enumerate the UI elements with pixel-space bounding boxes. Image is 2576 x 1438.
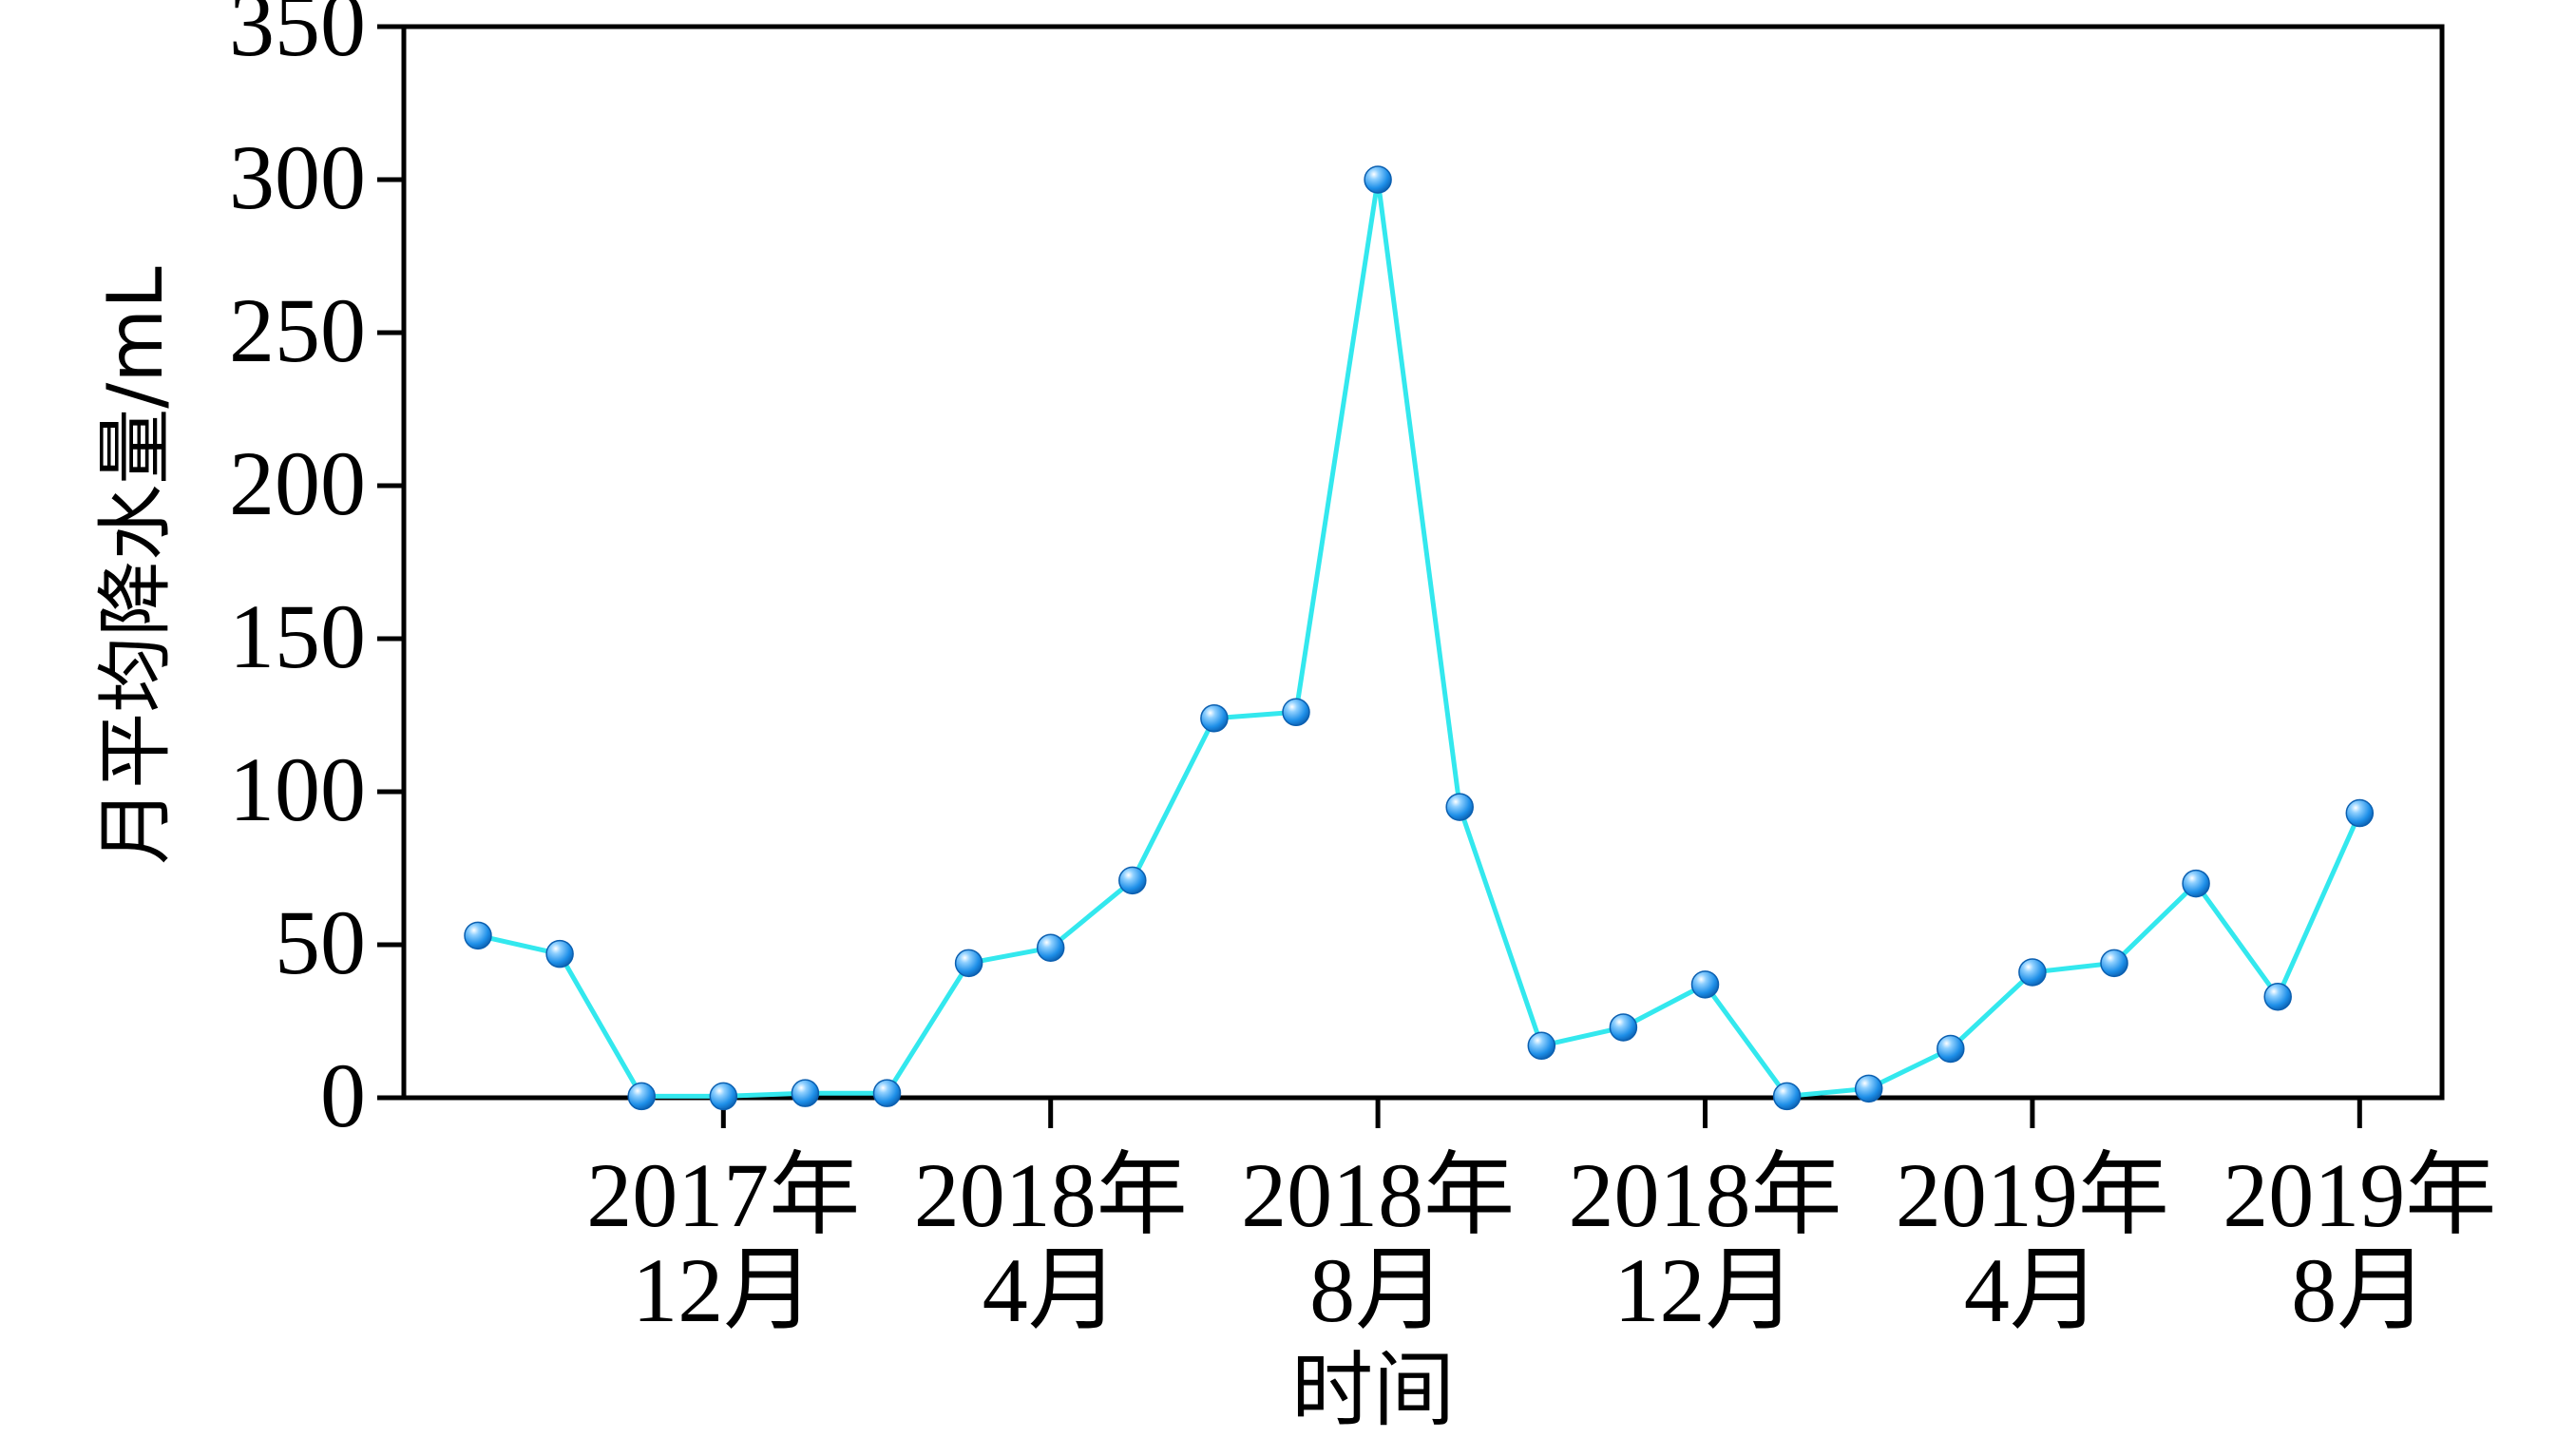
plot-frame [401, 24, 2445, 1101]
y-tick-label: 0 [320, 1045, 366, 1146]
data-point [1527, 1031, 1556, 1061]
y-tick-label: 50 [275, 892, 366, 993]
data-point [791, 1079, 820, 1107]
data-point [872, 1079, 902, 1107]
data-point [545, 939, 574, 968]
data-point [2263, 982, 2292, 1011]
series-line [477, 177, 2362, 1099]
data-point [1036, 933, 1065, 962]
data-point [1282, 698, 1310, 727]
x-tick-label-year: 2018年 [914, 1144, 1188, 1246]
data-point [1690, 970, 1720, 999]
data-point [954, 949, 983, 978]
y-tick-label: 150 [229, 585, 366, 687]
x-tick-label-month: 8月 [2291, 1239, 2428, 1341]
x-tick-label-month: 4月 [983, 1239, 1119, 1341]
data-point [1364, 165, 1392, 194]
x-tick-label-year: 2019年 [2223, 1144, 2496, 1246]
y-tick-label: 300 [229, 126, 366, 228]
x-tick-label-year: 2019年 [1896, 1144, 2169, 1246]
y-axis-title: 月平均降水量/mL [91, 266, 180, 865]
y-axis-ticks: 0 50 100 150 200 250 300 350 [229, 0, 404, 1146]
y-tick-label: 200 [229, 432, 366, 534]
data-point [1937, 1034, 1965, 1064]
data-point [2018, 958, 2047, 987]
x-axis-ticks: 2017年12月2018年4月2018年8月2018年12月2019年4月201… [586, 1098, 2496, 1341]
series-layer [464, 165, 2375, 1111]
data-point [1609, 1013, 1638, 1042]
x-tick-label-month: 4月 [1964, 1239, 2101, 1341]
x-tick-label-year: 2018年 [1569, 1144, 1842, 1246]
x-tick-label-year: 2017年 [586, 1144, 860, 1246]
data-point [1854, 1074, 1883, 1103]
data-point [1200, 703, 1229, 733]
data-point [709, 1082, 738, 1111]
data-point [464, 921, 492, 950]
data-point [2182, 869, 2210, 898]
y-tick-label: 350 [229, 0, 366, 75]
y-tick-label: 250 [229, 279, 366, 381]
data-point [627, 1082, 656, 1111]
data-point [2345, 798, 2375, 828]
x-tick-label-year: 2018年 [1241, 1144, 1515, 1246]
data-point [1772, 1082, 1802, 1111]
y-tick-label: 100 [229, 738, 366, 840]
data-point [2100, 949, 2128, 978]
x-tick-label-month: 12月 [632, 1239, 814, 1341]
x-axis-title: 时间 [1291, 1343, 1455, 1438]
x-tick-label-month: 8月 [1309, 1239, 1446, 1341]
data-point [1445, 793, 1474, 821]
x-tick-label-month: 12月 [1614, 1239, 1797, 1341]
data-point [1118, 866, 1147, 895]
